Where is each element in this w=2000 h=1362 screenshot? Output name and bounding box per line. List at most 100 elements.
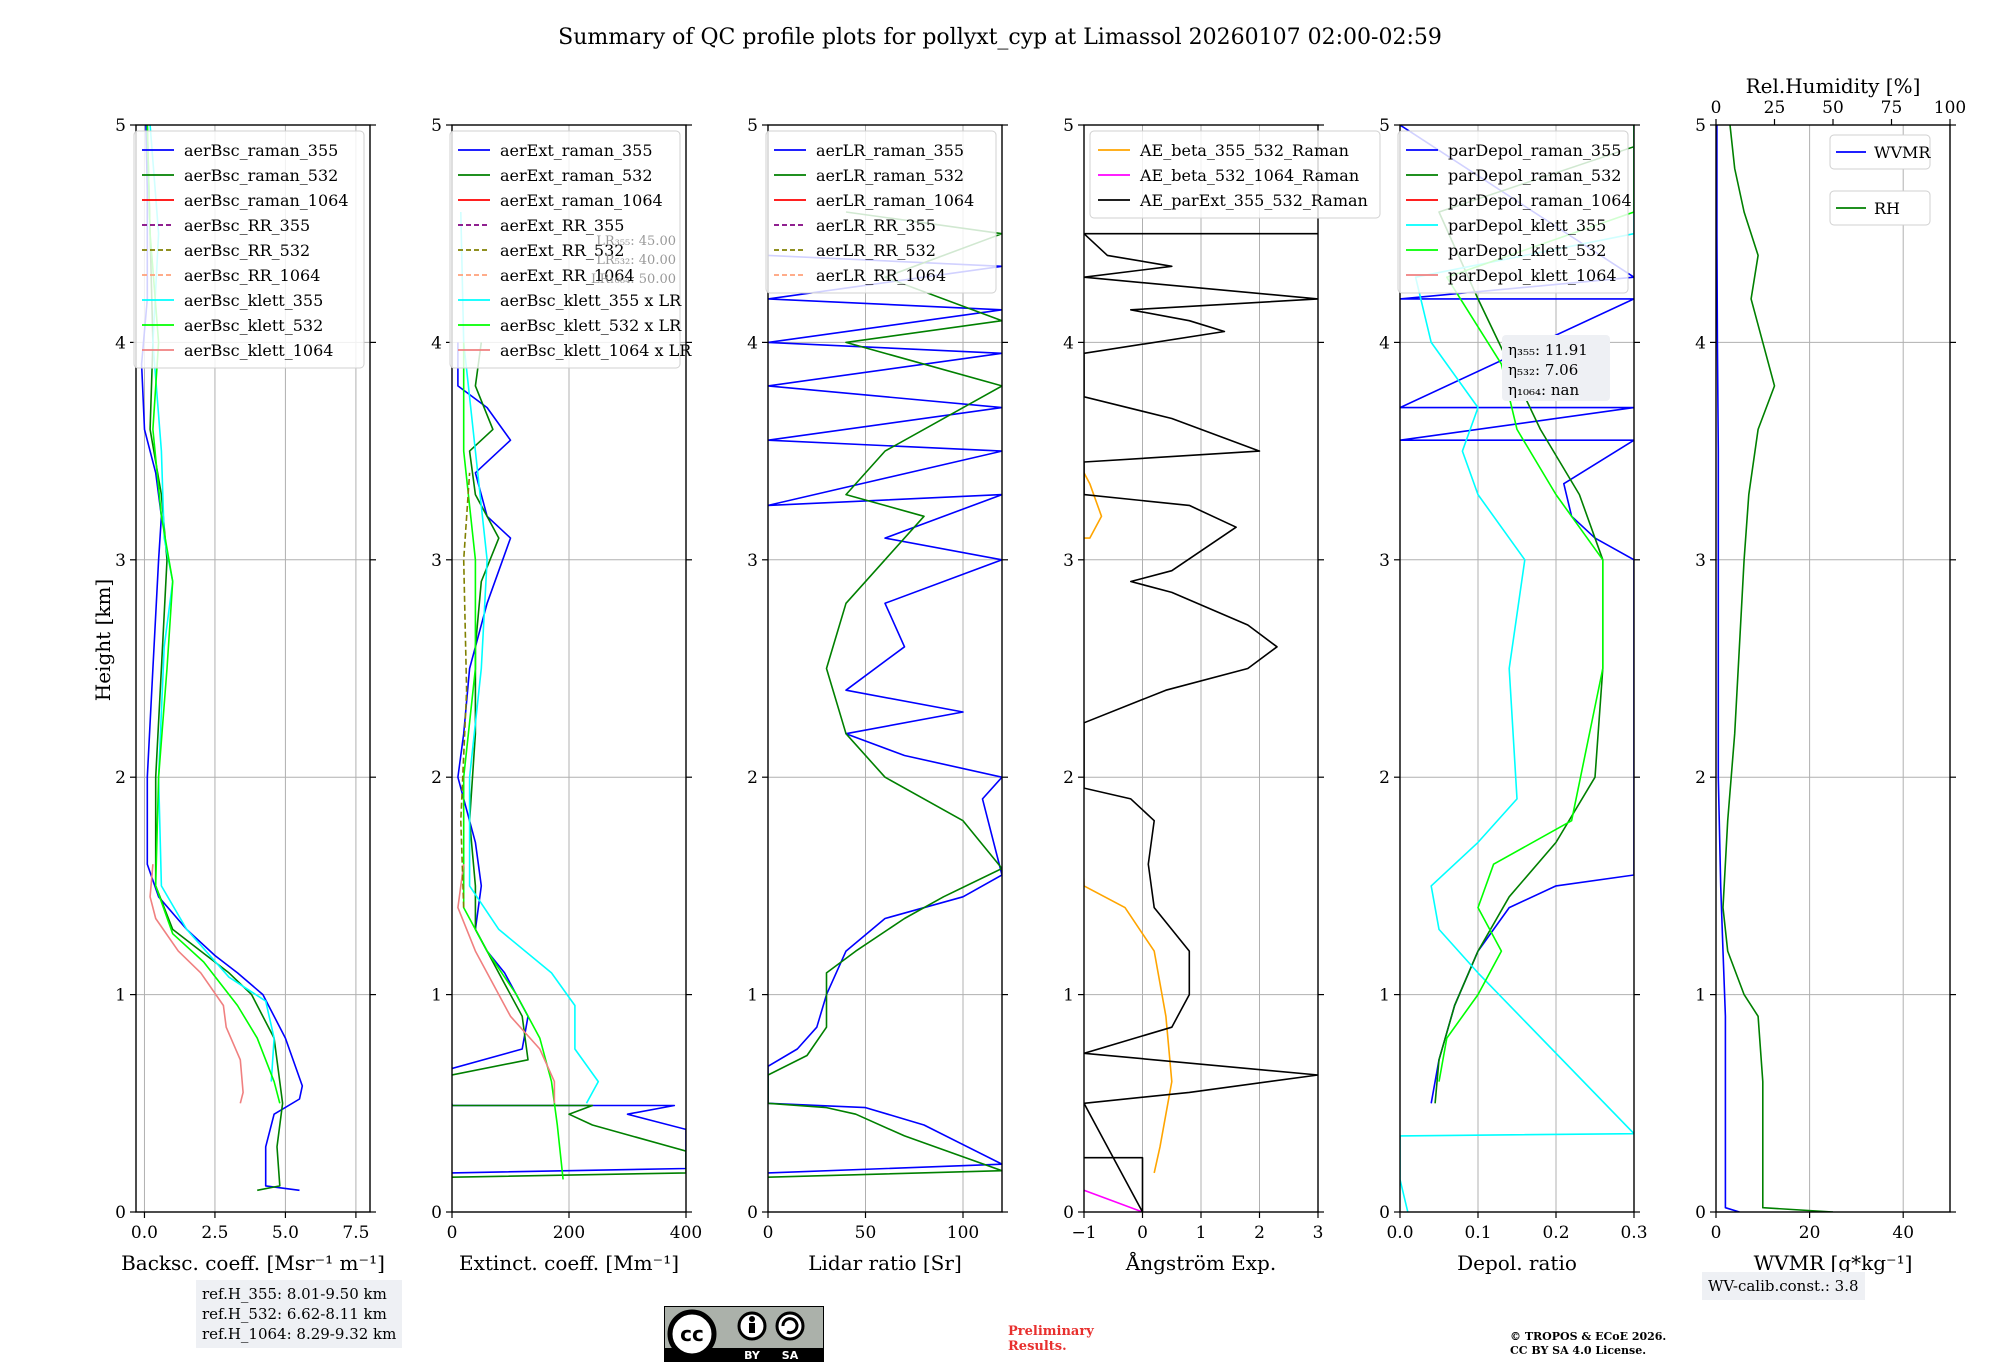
y-tick-label: 3 (1379, 551, 1390, 571)
top-x-tick-label: 0 (1711, 98, 1722, 118)
y-tick-label: 1 (1063, 986, 1074, 1006)
reference-height-box: ref.H_355: 8.01-9.50 km ref.H_532: 6.62-… (196, 1280, 403, 1348)
x-tick-label: 40 (1892, 1223, 1914, 1243)
legend-label: parDepol_klett_1064 (1448, 266, 1617, 285)
ref-height-1064: ref.H_1064: 8.29-9.32 km (202, 1325, 397, 1343)
legend-label: aerBsc_klett_1064 (184, 341, 333, 360)
x-axis-label: WVMR [g*kg⁻¹] (1754, 1251, 1913, 1275)
y-tick-label: 0 (1379, 1203, 1390, 1223)
legend-label: aerLR_raman_1064 (816, 191, 974, 210)
y-tick-label: 3 (747, 551, 758, 571)
series-group (768, 211, 1002, 1178)
legend-label: aerExt_RR_532 (500, 241, 624, 260)
eta-box (1502, 335, 1610, 401)
series-group (1400, 125, 1634, 1212)
by-label: BY (744, 1349, 761, 1362)
x-axis-label: Ångström Exp. (1125, 1250, 1276, 1275)
series-line-aerExt_RR_532 (459, 472, 471, 908)
x-tick-label: 100 (947, 1223, 979, 1243)
series-line-RH (1722, 125, 1834, 1212)
y-tick-label: 0 (115, 1203, 126, 1223)
y-tick-label: 4 (1695, 333, 1706, 353)
series-group (1716, 125, 1834, 1212)
legend-box (1089, 130, 1381, 219)
series-line-AE_parExt_355_532_Raman (1084, 232, 1318, 1212)
y-tick-label: 2 (431, 768, 442, 788)
series-line-parDepol_klett_532 (1438, 125, 1634, 1082)
y-tick-label: 0 (431, 1203, 442, 1223)
y-tick-label: 5 (1379, 116, 1390, 136)
legend-label: aerLR_raman_532 (816, 166, 964, 185)
panel-wv: 0 20 40 0 1 2 3 4 5 WVMR [g*kg⁻¹] 0 25 50 75 100 Rel.Hu… (1695, 74, 1966, 1275)
y-tick-label: 3 (431, 551, 442, 571)
legend-label: AE_beta_355_532_Raman (1139, 141, 1349, 160)
by-person-body-icon (749, 1323, 755, 1333)
series-line-aerBsc_klett_532 (146, 125, 281, 1104)
legend-label: aerBsc_RR_532 (184, 241, 310, 260)
top-x-tick-label: 100 (1934, 98, 1966, 118)
legend-label: aerLR_RR_355 (816, 216, 936, 235)
x-tick-label: −1 (1071, 1223, 1096, 1243)
y-tick-label: 2 (1063, 768, 1074, 788)
y-tick-label: 1 (115, 986, 126, 1006)
legend-label: aerExt_RR_355 (500, 216, 624, 235)
legend-label: AE_beta_532_1064_Raman (1139, 166, 1359, 185)
x-tick-label: 0.2 (1542, 1223, 1569, 1243)
legend-label: AE_parExt_355_532_Raman (1139, 191, 1368, 210)
series-line-aerLR_raman_532 (768, 211, 1002, 1178)
legend-label: aerBsc_raman_355 (184, 141, 338, 160)
y-tick-label: 1 (747, 986, 758, 1006)
sa-label: SA (782, 1349, 799, 1362)
top-x-tick-label: 25 (1764, 98, 1786, 118)
legend-label: parDepol_raman_1064 (1448, 191, 1632, 210)
series-line-WVMR (1716, 125, 1740, 1212)
y-tick-label: 5 (1063, 116, 1074, 136)
ref-height-532: ref.H_532: 6.62-8.11 km (202, 1305, 387, 1323)
ref-height-355: ref.H_355: 8.01-9.50 km (202, 1285, 387, 1303)
series-line-aerLR_raman_355 (768, 254, 1002, 1174)
legend-label: WVMR (1874, 143, 1931, 162)
figure-title: Summary of QC profile plots for pollyxt_… (558, 25, 1442, 50)
series-line-AE_beta_355_532_Raman (1084, 472, 1173, 1174)
y-tick-label: 0 (747, 1203, 758, 1223)
y-tick-label: 4 (1063, 333, 1074, 353)
y-tick-label: 4 (115, 333, 126, 353)
x-axis-label: Lidar ratio [Sr] (808, 1251, 962, 1275)
legend-label: aerBsc_klett_532 x LR (500, 316, 682, 335)
legend-box (133, 130, 365, 369)
preliminary-line-1: Preliminary (1008, 1324, 1094, 1339)
legend-label: aerLR_raman_355 (816, 141, 964, 160)
y-tick-label: 0 (1063, 1203, 1074, 1223)
x-tick-label: 1 (1196, 1223, 1207, 1243)
axes-frame (767, 124, 1003, 1213)
lidar-ratio-note: LR₅₃₂: 40.00 (596, 253, 676, 268)
preliminary-line-2: Results. (1008, 1339, 1067, 1354)
axes-frame (1399, 124, 1635, 1213)
y-tick-label: 1 (1695, 986, 1706, 1006)
copyright-line-2: CC BY SA 4.0 License. (1510, 1344, 1647, 1357)
legend-label: aerBsc_klett_532 (184, 316, 323, 335)
top-x-tick-label: 75 (1881, 98, 1903, 118)
x-tick-label: 2 (1254, 1223, 1265, 1243)
series-line-aerBsc_klett_532 x LR (462, 342, 564, 1180)
series-group (452, 211, 686, 1180)
legend-label: parDepol_raman_355 (1448, 141, 1621, 160)
eta-note: η₃₅₅: 11.91 (1508, 341, 1588, 359)
y-tick-label: 2 (1379, 768, 1390, 788)
series-line-AE_beta_532_1064_Raman (1084, 1189, 1143, 1212)
y-tick-label: 4 (747, 333, 758, 353)
x-tick-label: 400 (670, 1223, 702, 1243)
x-axis-label: Extinct. coeff. [Mm⁻¹] (459, 1251, 679, 1275)
series-line-aerExt_raman_532 (452, 342, 686, 1178)
copyright-line-1: © TROPOS & ECoE 2026. (1510, 1330, 1667, 1343)
y-tick-label: 3 (115, 551, 126, 571)
x-tick-label: 5.0 (272, 1223, 299, 1243)
legend-label: aerExt_RR_1064 (500, 266, 635, 285)
x-tick-label: 0.0 (131, 1223, 158, 1243)
y-tick-label: 2 (747, 768, 758, 788)
series-line-aerExt_raman_355 (452, 342, 686, 1174)
y-tick-label: 5 (115, 116, 126, 136)
x-tick-label: 7.5 (342, 1223, 369, 1243)
sa-share-alike-icon (775, 1311, 805, 1341)
